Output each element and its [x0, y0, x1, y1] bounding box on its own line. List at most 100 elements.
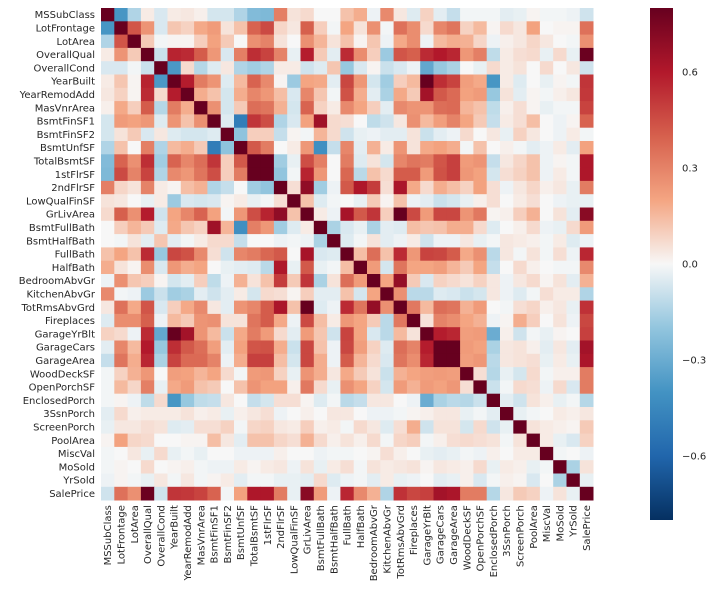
heatmap-cell	[380, 486, 394, 501]
heatmap-cell	[380, 207, 394, 222]
heatmap-cell	[433, 154, 448, 168]
heatmap-cell	[273, 473, 288, 488]
heatmap-cell	[313, 460, 328, 474]
heatmap-cell	[220, 141, 235, 155]
heatmap-cell	[486, 393, 501, 408]
heatmap-cell	[367, 473, 381, 488]
heatmap-cell	[327, 234, 341, 248]
x-tick-label: BsmtFinSF1	[210, 505, 221, 563]
heatmap-cell	[234, 313, 248, 328]
heatmap-cell	[101, 460, 115, 474]
heatmap-cell	[393, 220, 408, 235]
y-tick-label: GarageCars	[36, 343, 95, 354]
heatmap-cell	[220, 260, 235, 275]
heatmap-cell	[513, 433, 527, 448]
heatmap-cell	[566, 327, 581, 341]
heatmap-cell	[340, 460, 355, 474]
heatmap-cell	[234, 287, 248, 301]
heatmap-cell	[154, 407, 168, 421]
heatmap-cell	[287, 327, 301, 341]
heatmap-cell	[313, 8, 328, 22]
heatmap-cell	[420, 327, 434, 341]
heatmap-cell	[486, 340, 501, 355]
heatmap-cell	[526, 21, 541, 35]
heatmap-cell	[579, 446, 594, 461]
heatmap-cell	[460, 460, 474, 474]
heatmap-cell	[460, 287, 474, 301]
heatmap-cell	[579, 420, 594, 434]
heatmap-cell	[234, 247, 248, 262]
heatmap-cell	[353, 74, 368, 89]
heatmap-cell	[406, 327, 421, 341]
heatmap-cell	[526, 47, 541, 62]
heatmap-cell	[140, 234, 155, 248]
heatmap-cell	[194, 127, 208, 142]
heatmap-cell	[553, 101, 567, 115]
heatmap-cell	[300, 407, 315, 421]
heatmap-cell	[579, 247, 594, 262]
heatmap-cell	[433, 446, 448, 461]
heatmap-cell	[167, 353, 182, 368]
heatmap-cell	[247, 220, 261, 235]
heatmap-cell	[367, 114, 381, 129]
heatmap-cell	[287, 446, 301, 461]
heatmap-cell	[234, 353, 248, 368]
heatmap-cell	[313, 127, 328, 142]
heatmap-cell	[247, 446, 261, 461]
heatmap-cell	[207, 180, 222, 195]
heatmap-cell	[406, 420, 421, 434]
heatmap-cell	[460, 194, 474, 208]
heatmap-cell	[406, 300, 421, 315]
heatmap-cell	[513, 367, 527, 381]
heatmap-cell	[234, 47, 248, 62]
heatmap-cell	[101, 260, 115, 275]
heatmap-cell	[579, 154, 594, 168]
heatmap-cell	[154, 167, 168, 182]
heatmap-cell	[140, 433, 155, 448]
heatmap-cell	[460, 353, 474, 368]
heatmap-cell	[353, 47, 368, 62]
heatmap-cell	[460, 21, 474, 35]
heatmap-cell	[140, 393, 155, 408]
heatmap-cell	[340, 300, 355, 315]
heatmap-cell	[446, 274, 461, 288]
heatmap-cell	[114, 313, 128, 328]
heatmap-cell	[114, 327, 128, 341]
y-tick-label: LowQualFinSF	[26, 196, 95, 207]
heatmap-cell	[526, 180, 541, 195]
heatmap-cell	[353, 234, 368, 248]
colorbar: 0.6 0.3 0.0 −0.3 −0.6	[650, 8, 706, 520]
heatmap-cell	[579, 393, 594, 408]
heatmap-cell	[500, 300, 514, 315]
heatmap-cell	[194, 300, 208, 315]
heatmap-cell	[566, 446, 581, 461]
y-tick-label: TotalBsmtSF	[33, 156, 95, 167]
heatmap-cell	[260, 367, 275, 381]
y-tick-label: Fireplaces	[45, 316, 95, 327]
heatmap-cell	[526, 420, 541, 434]
heatmap-cell	[486, 21, 501, 35]
heatmap-cell	[406, 433, 421, 448]
heatmap-cell	[140, 460, 155, 474]
heatmap-cell	[367, 274, 381, 288]
heatmap-cell	[566, 47, 581, 62]
heatmap-cell	[460, 74, 474, 89]
heatmap-cell	[140, 220, 155, 235]
heatmap-cell	[114, 61, 128, 75]
heatmap-cell	[273, 380, 288, 395]
heatmap-cell	[406, 486, 421, 501]
heatmap-cell	[446, 194, 461, 208]
heatmap-cell	[273, 313, 288, 328]
heatmap-cell	[167, 234, 182, 248]
x-tick-label: KitchenAbvGr	[382, 504, 393, 573]
heatmap-cell	[114, 380, 128, 395]
heatmap-cell	[234, 194, 248, 208]
heatmap-cell	[353, 274, 368, 288]
heatmap-cell	[500, 87, 514, 102]
heatmap-cell	[234, 327, 248, 341]
heatmap-cell	[553, 287, 567, 301]
heatmap-cell	[393, 340, 408, 355]
heatmap-cell	[380, 473, 394, 488]
heatmap-cell	[220, 154, 235, 168]
heatmap-cell	[393, 380, 408, 395]
